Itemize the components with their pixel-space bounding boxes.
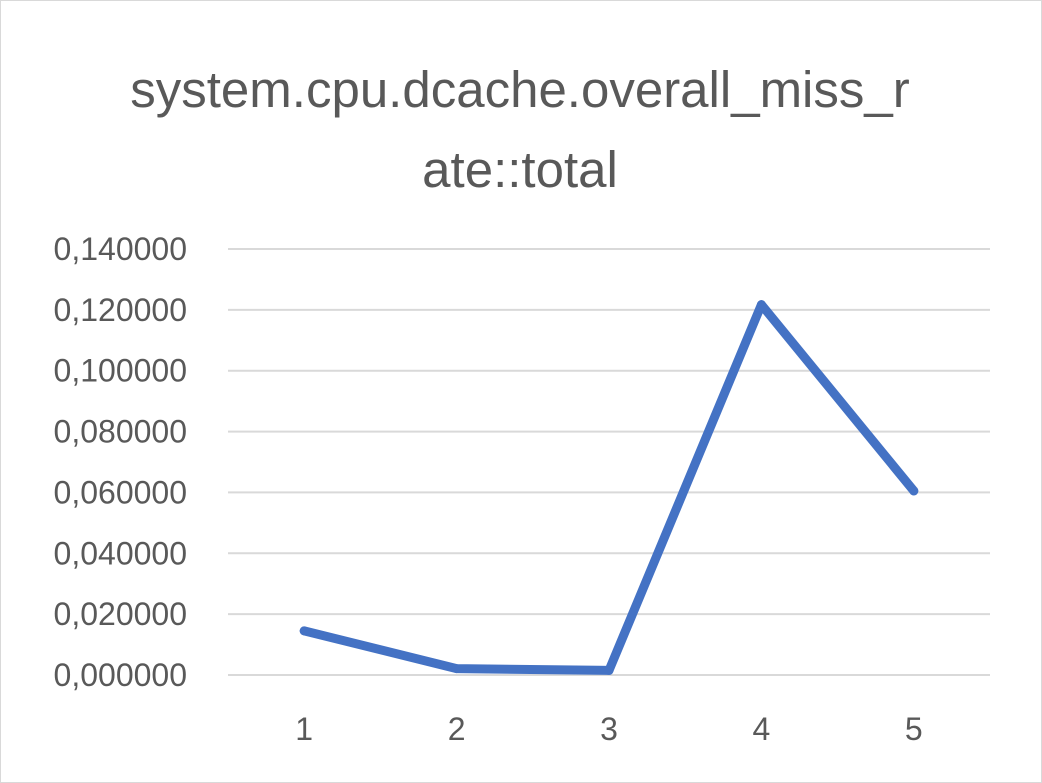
data-point — [909, 486, 919, 496]
y-tick-label: 0,080000 — [54, 414, 187, 450]
x-axis-tick-labels: 1 2 3 4 5 — [295, 711, 922, 747]
data-point — [604, 665, 614, 675]
y-tick-label: 0,020000 — [54, 596, 187, 632]
data-point — [452, 664, 462, 674]
y-axis-tick-labels: 0,000000 0,020000 0,040000 0,060000 0,080000… — [54, 231, 187, 693]
y-tick-label: 0,120000 — [54, 292, 187, 328]
chart-title: system.cpu.dcache.overall_miss_rate::tot… — [130, 61, 910, 198]
series-line — [299, 300, 919, 675]
x-tick-label: 5 — [905, 711, 923, 747]
data-point — [756, 300, 766, 310]
gridlines — [228, 248, 990, 676]
y-tick-label: 0,040000 — [54, 535, 187, 571]
x-tick-label: 2 — [448, 711, 466, 747]
data-point — [299, 626, 309, 636]
series-layer — [299, 300, 919, 675]
y-tick-label: 0,000000 — [54, 657, 187, 693]
x-tick-label: 1 — [295, 711, 313, 747]
x-tick-label: 3 — [600, 711, 618, 747]
y-tick-label: 0,060000 — [54, 474, 187, 510]
y-tick-label: 0,100000 — [54, 353, 187, 389]
x-tick-label: 4 — [753, 711, 771, 747]
y-tick-label: 0,140000 — [54, 231, 187, 267]
